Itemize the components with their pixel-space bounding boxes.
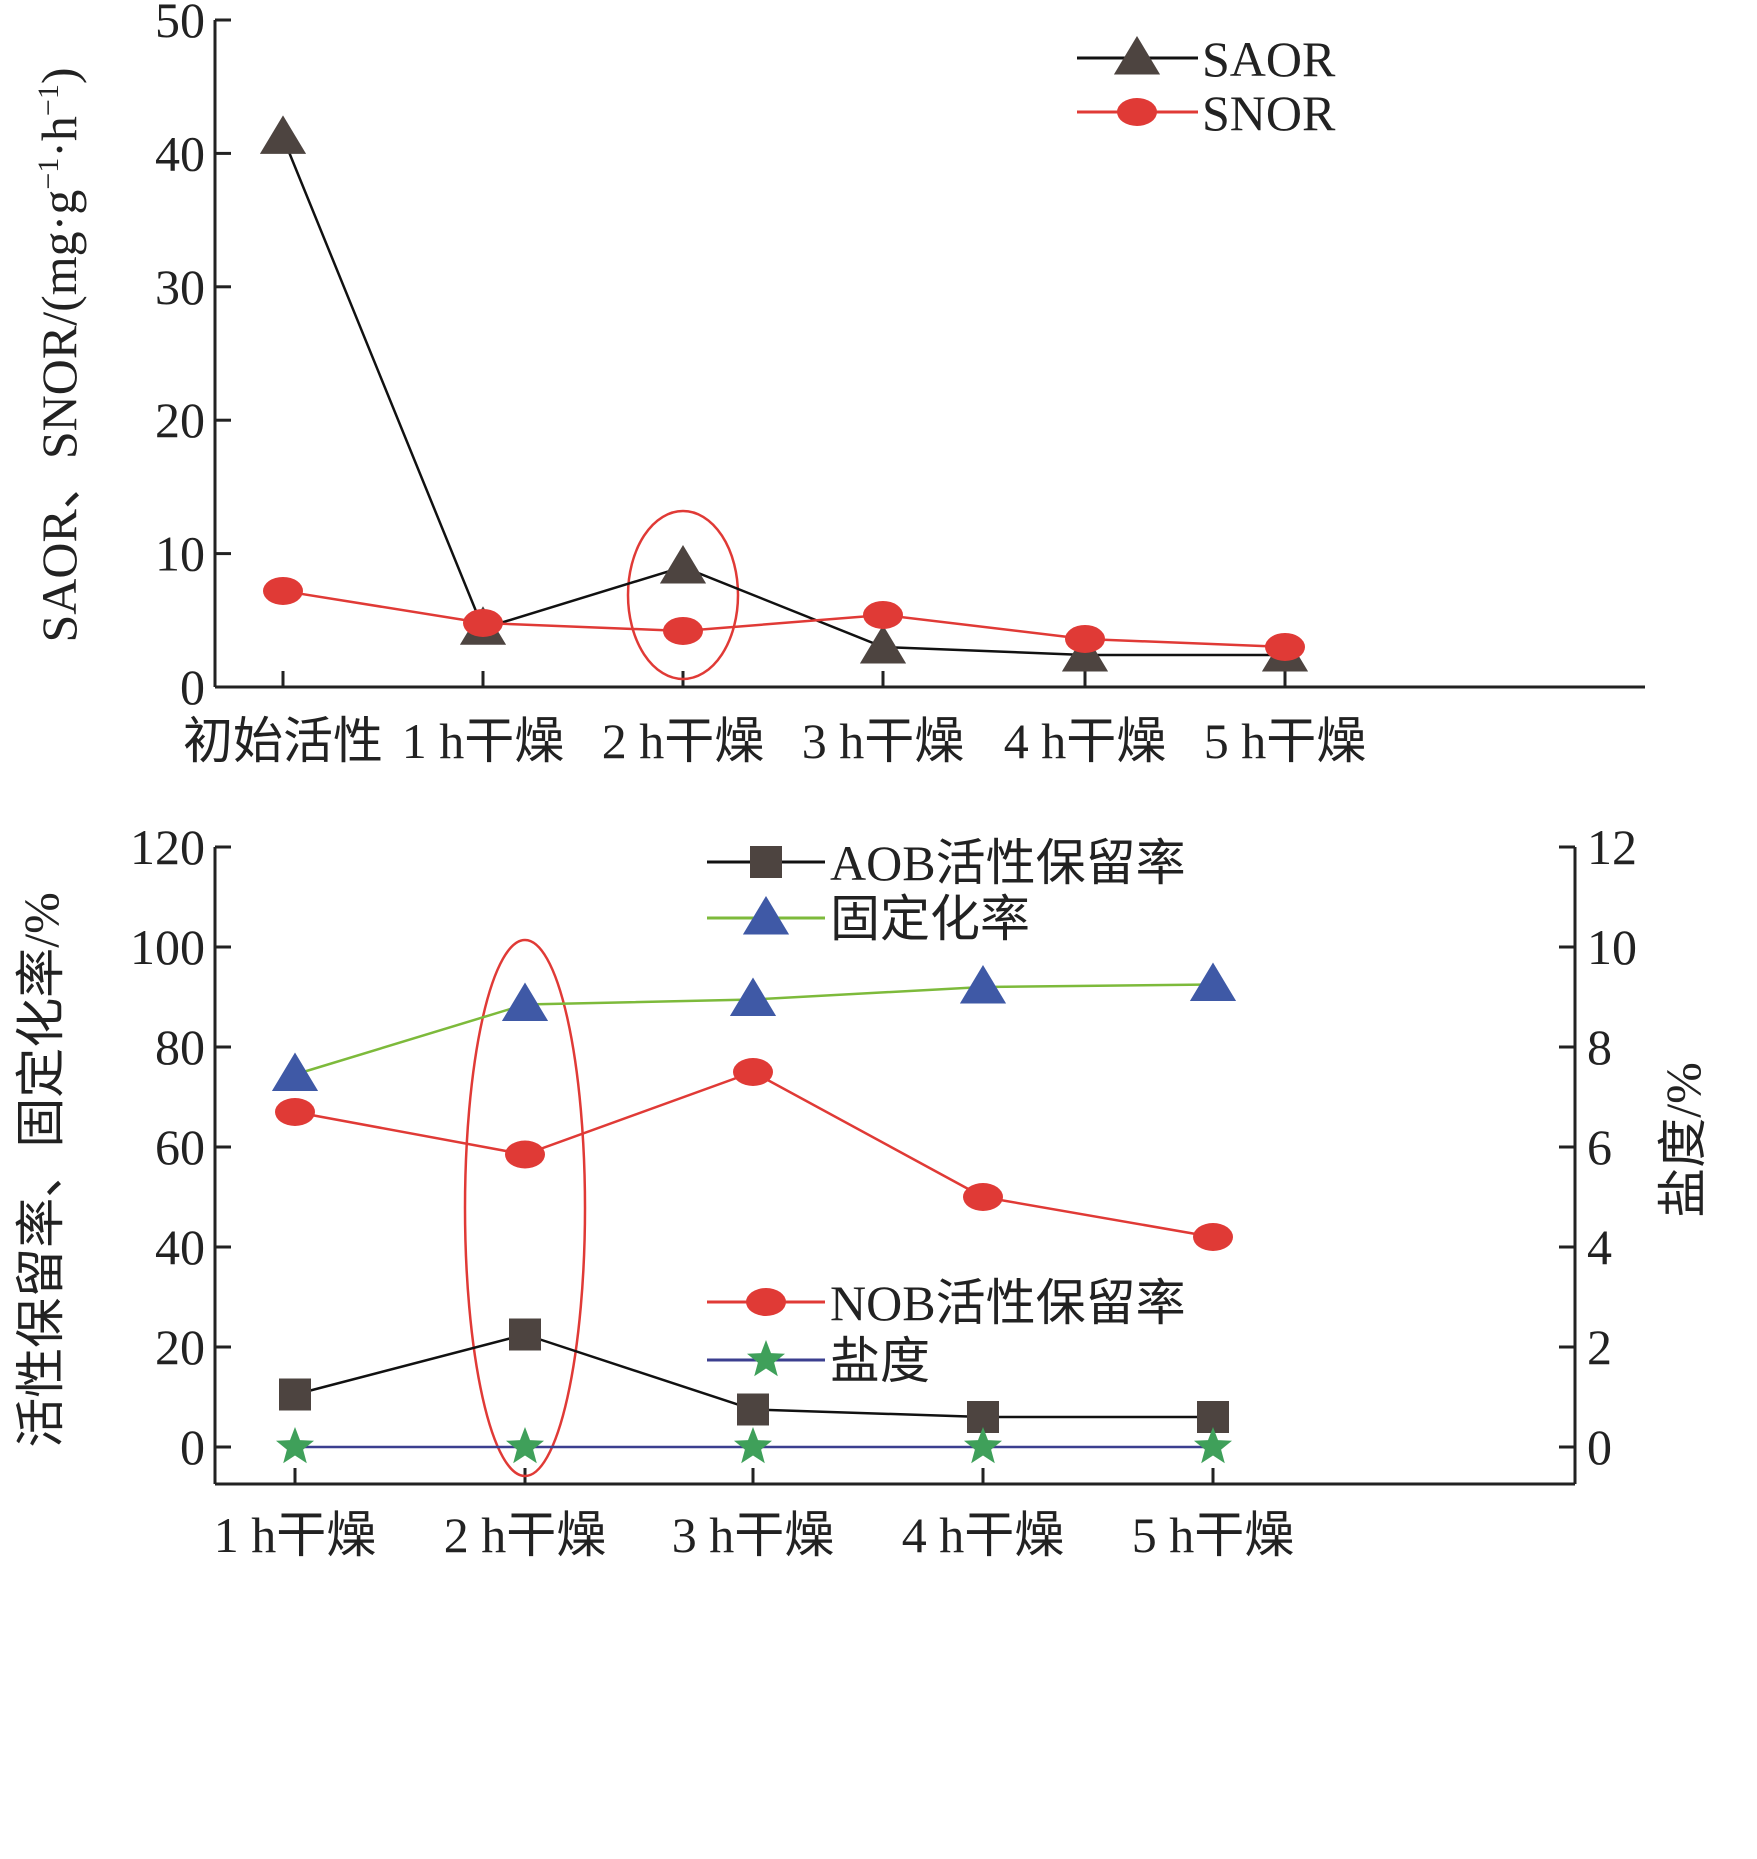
legend-aob-label: AOB活性保留率 [830,835,1186,891]
legend-saor-label: SAOR [1202,31,1336,87]
x-tick-label-cat-4: 5 h干燥 [1132,1507,1295,1563]
nob-point [275,1098,315,1126]
aob-point [509,1318,541,1351]
fixation-point [501,982,549,1021]
x-tick-label-cat-0: 初始活性 [183,713,383,769]
y-left-tick-label: 60 [155,1119,205,1175]
y-axis-title-part: SAOR、SNOR/(mg·g [31,190,87,643]
y-tick-label: 30 [155,259,205,315]
y-left-tick-label: 40 [155,1219,205,1275]
nob-point [963,1183,1003,1211]
chart-top-saor-snor: 0 10 20 30 40 50 初始活性 1 h干燥 2 h干燥 3 h干燥 4 h干燥 5 h干燥… [31,0,1645,769]
y-right-tick-label: 2 [1587,1319,1612,1375]
legend-salinity-label: 盐度 [830,1333,930,1389]
saor-line [281,136,1285,657]
legend-nob-label: NOB活性保留率 [830,1275,1186,1331]
saor-point [659,544,707,584]
y-axis-title-part: ) [31,68,87,85]
salinity-point [1194,1427,1232,1464]
y-right-tick-label: 8 [1587,1019,1612,1075]
y-tick-label: 40 [155,125,205,181]
y-tick-label: 20 [155,392,205,448]
y-tick-label: 0 [180,659,205,715]
x-tick-label-cat-5: 5 h干燥 [1204,713,1367,769]
y-left-tick-label: 80 [155,1019,205,1075]
y-axis-title-sup: −1 [32,84,65,116]
snor-point [463,608,503,637]
legend-saor-marker [1113,36,1161,75]
y-left-tick-label: 20 [155,1319,205,1375]
nob-point [505,1140,545,1169]
y-left-tick-label: 0 [180,1419,205,1475]
y-axis-title-right: 盐度/% [1655,1062,1711,1218]
x-tick-label-cat-1: 2 h干燥 [444,1507,607,1563]
salinity-point [734,1427,772,1464]
snor-point [663,616,703,645]
nob-point [1193,1223,1233,1251]
nob-point [733,1058,773,1086]
y-right-tick-label: 10 [1587,919,1637,975]
y-axis-title-left: 活性保留率、固定化率/% [13,892,69,1448]
fixation-point [271,1052,319,1091]
x-tick-label-cat-1: 1 h干燥 [402,713,565,769]
saor-point [859,624,907,664]
legend-nob-marker [746,1288,786,1316]
legend-snor-marker [1117,98,1157,126]
aob-point [737,1393,769,1426]
salinity-point [964,1427,1002,1464]
fixation-point [729,977,777,1016]
y-right-tick-label: 12 [1587,819,1637,875]
y-right-tick-label: 0 [1587,1419,1612,1475]
y-tick-label: 50 [155,0,205,48]
x-tick-label-cat-0: 1 h干燥 [214,1507,377,1563]
chart-bottom-retention: 0 20 40 60 80 100 120 0 2 4 6 8 10 12 1 h干燥 2 h干燥 3 h干燥 4… [13,819,1711,1563]
y-tick-label: 10 [155,526,205,582]
x-tick-label-cat-3: 3 h干燥 [802,713,965,769]
y-axis-title-part: ·h [31,116,87,158]
legend-salinity-marker [747,1340,785,1377]
y-axis-title: SAOR、SNOR/(mg·g−1·h−1) [31,68,87,643]
highlight-ellipse [626,509,740,681]
fixation-point [1189,962,1237,1001]
aob-point [279,1378,311,1411]
nob-line [294,1070,1214,1239]
legend-snor-label: SNOR [1202,85,1336,141]
x-tick-label-cat-2: 2 h干燥 [602,713,765,769]
x-tick-label-cat-3: 4 h干燥 [902,1507,1065,1563]
x-tick-label-cat-4: 4 h干燥 [1004,713,1167,769]
legend-fixation-marker [742,896,790,935]
saor-point [259,115,307,154]
x-tick-label-cat-2: 3 h干燥 [672,1507,835,1563]
fixation-point [959,965,1007,1004]
legend-aob-marker [750,846,782,878]
snor-line [282,589,1286,649]
salinity-point [506,1427,544,1464]
y-right-tick-label: 6 [1587,1119,1612,1175]
snor-point [863,600,903,629]
legend-fixation-label: 固定化率 [830,891,1030,947]
y-right-tick-label: 4 [1587,1219,1612,1275]
y-left-tick-label: 100 [130,919,205,975]
y-left-tick-label: 120 [130,819,205,875]
y-axis-title-sup: −1 [32,158,65,190]
snor-point [263,576,303,605]
snor-point [1265,632,1305,661]
highlight-ellipse [463,938,587,1478]
salinity-point [276,1427,314,1464]
snor-point [1065,624,1105,653]
